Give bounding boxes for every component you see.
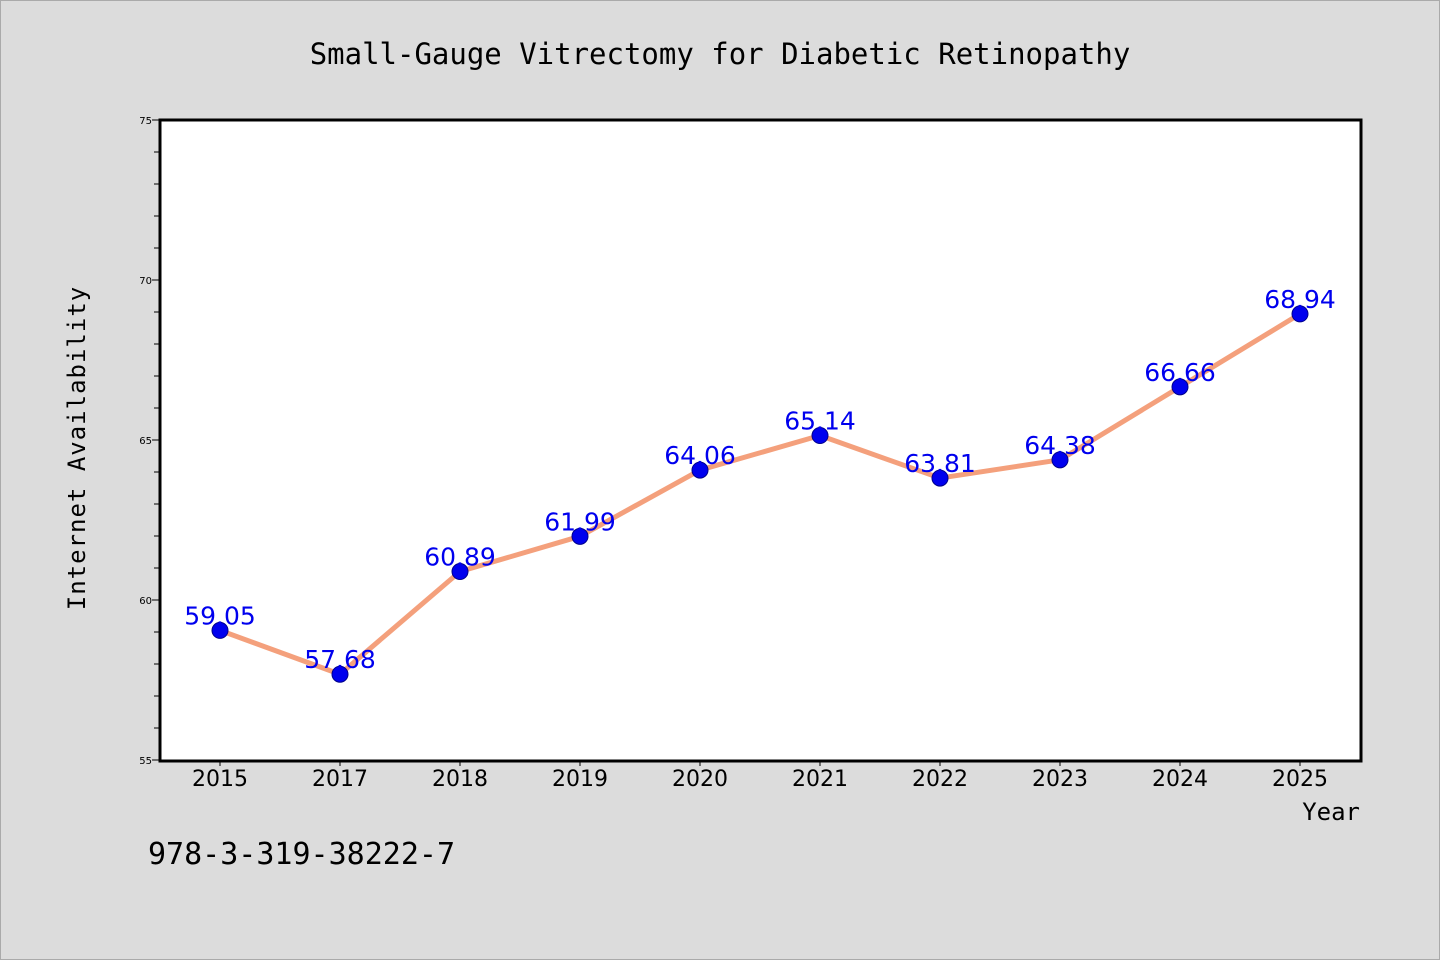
x-tick-label: 2015: [192, 767, 248, 792]
y-tick-label: 55: [139, 756, 152, 767]
data-point: [811, 427, 829, 445]
data-point: [931, 469, 949, 487]
x-tick-label: 2022: [912, 767, 968, 792]
y-tick-label: 75: [139, 116, 152, 127]
x-tick-label: 2017: [312, 767, 368, 792]
data-point: [1171, 378, 1189, 396]
data-label: 57.68: [304, 645, 376, 674]
data-label: 66.66: [1144, 358, 1216, 387]
data-label: 68.94: [1264, 285, 1336, 314]
data-label: 64.38: [1024, 431, 1096, 460]
data-point: [331, 665, 349, 683]
y-axis-label: Internet Availability: [63, 286, 91, 610]
data-label: 61.99: [544, 507, 616, 536]
x-tick-label: 2020: [672, 767, 728, 792]
x-axis-label: Year: [1302, 798, 1360, 826]
series-line: [217, 311, 1303, 677]
x-tick-label: 2019: [552, 767, 608, 792]
y-tick-label: 60: [139, 596, 152, 607]
data-label: 63.81: [904, 449, 976, 478]
x-tick-label: 2024: [1152, 767, 1208, 792]
data-point: [1291, 305, 1309, 323]
data-point: [571, 527, 589, 545]
x-tick-label: 2018: [432, 767, 488, 792]
x-axis: 2015 2017 2018 2019 2020 2021 2022 2023 2024 2025: [192, 760, 1328, 792]
data-point: [211, 621, 229, 639]
series-group: 59.05 57.68 60.89 61.99 64.06 65.14 63.81 64.38…: [184, 285, 1336, 683]
data-label: 65.14: [784, 407, 856, 436]
chart-title: Small-Gauge Vitrectomy for Diabetic Reti…: [310, 37, 1131, 71]
data-point: [451, 563, 469, 581]
data-label: 60.89: [424, 543, 496, 572]
isbn-footer: 978-3-319-38222-7: [148, 837, 455, 872]
x-tick-label: 2023: [1032, 767, 1088, 792]
data-label: 59.05: [184, 601, 256, 630]
data-label: 64.06: [664, 441, 736, 470]
data-point: [1051, 451, 1069, 469]
x-tick-label: 2025: [1272, 767, 1328, 792]
y-tick-label: 70: [139, 276, 152, 287]
y-axis: 55 60 65 70 75: [139, 116, 160, 767]
x-tick-label: 2021: [792, 767, 848, 792]
data-point: [691, 461, 709, 479]
y-tick-label: 65: [139, 436, 152, 447]
